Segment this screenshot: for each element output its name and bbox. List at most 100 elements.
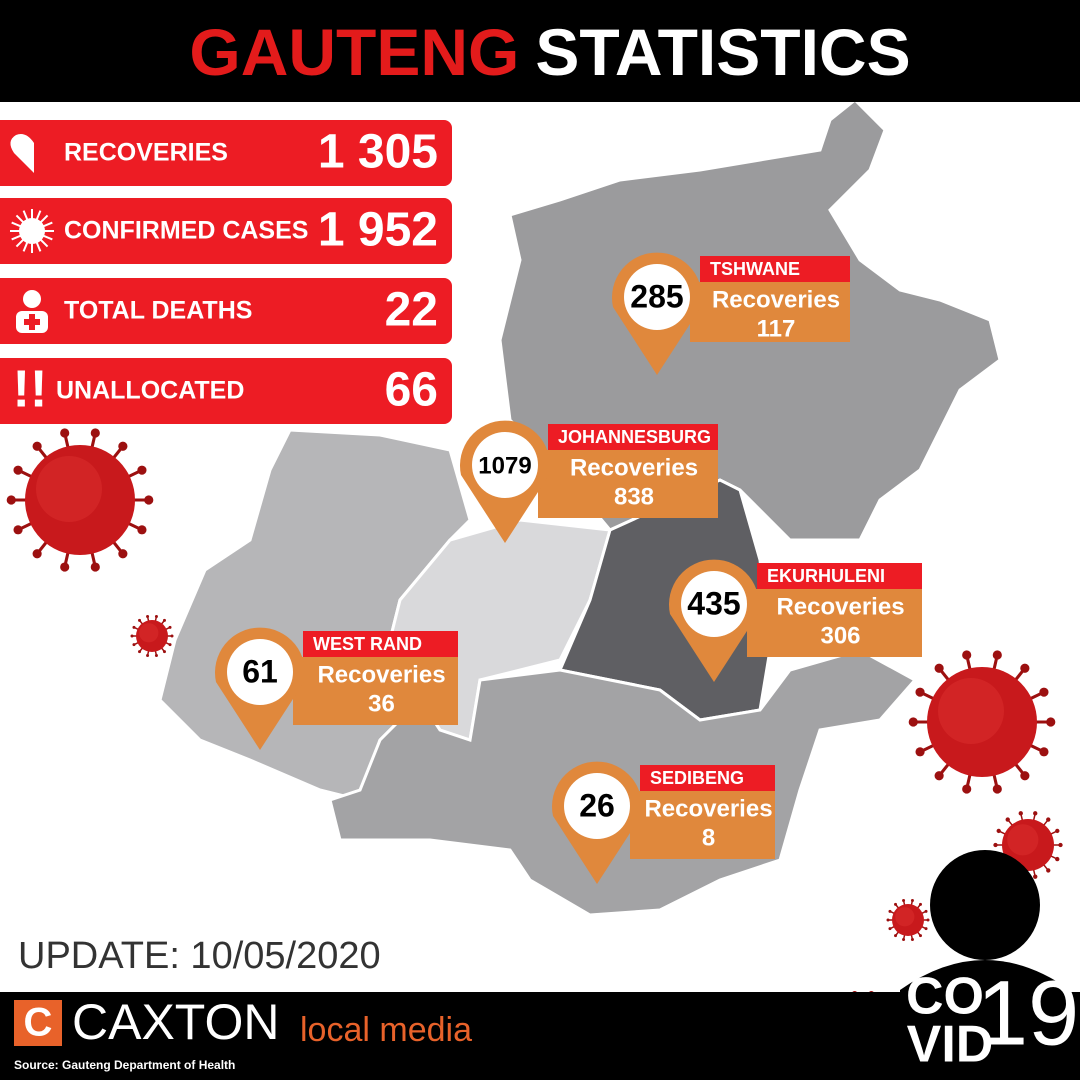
virus-spike-tip (168, 643, 172, 647)
virus-spike-tip (1005, 817, 1010, 822)
virus-spike-tip (962, 784, 972, 794)
header-bar (0, 0, 1080, 102)
virus-spike-tip (132, 625, 136, 629)
virus-spike-tip (894, 934, 898, 938)
virus-spike-tip (992, 650, 1002, 660)
stat-label: UNALLOCATED (56, 377, 244, 405)
virus-shade (36, 456, 102, 522)
virus-spike-tip (1046, 817, 1051, 822)
recoveries-value: 306 (820, 622, 860, 649)
update-date: UPDATE: 10/05/2020 (18, 935, 381, 977)
stat-label: CONFIRMED CASES (64, 217, 308, 245)
virus-shade (938, 678, 1004, 744)
stat-box (0, 120, 452, 186)
virus-spike-tip (934, 663, 944, 673)
virus-spike-tip (910, 937, 914, 941)
virus-spike-tip (144, 495, 154, 505)
title-red: GAUTENG (189, 15, 519, 89)
recoveries-label: Recoveries (644, 795, 772, 822)
covid-line2: VID (907, 1016, 994, 1074)
stat-box (0, 358, 452, 424)
virus-spike-tip (1020, 663, 1030, 673)
virus-spike-tip (118, 441, 128, 451)
virus-spike-tip (1033, 811, 1038, 816)
recoveries-box (293, 657, 458, 725)
logo-letter: C (24, 1001, 53, 1045)
stat-box (0, 278, 452, 344)
exclamation-icon: !! (13, 361, 48, 419)
recoveries-label: Recoveries (317, 661, 445, 688)
virus-spike-tip (138, 650, 142, 654)
logo-square (14, 1000, 62, 1046)
virus-icon-spike (11, 230, 33, 241)
region-label-bar (303, 631, 458, 657)
recoveries-box (538, 450, 718, 518)
virus-spike-tip (992, 784, 1002, 794)
virus-spike-tip (924, 909, 928, 913)
virus-icon-spike (15, 230, 33, 248)
virus-icon-spike (31, 221, 53, 232)
recoveries-value: 8 (702, 824, 715, 851)
virus-spike-tip (1055, 828, 1060, 834)
recoveries-box (747, 589, 922, 657)
stat-value: 1 952 (318, 204, 438, 257)
virus-spike-tip (1055, 856, 1060, 862)
virus-spike-tip (1033, 874, 1038, 879)
title: GAUTENG STATISTICS (189, 15, 910, 89)
virus-icon-spike (31, 230, 42, 252)
virus-spike-tip (6, 495, 16, 505)
recoveries-label: Recoveries (776, 593, 904, 620)
virus-spike-tip (924, 927, 928, 931)
virus-spike-tip (915, 747, 925, 757)
virus-icon-spike (31, 214, 49, 232)
virus-shade (895, 907, 915, 927)
virus-spike-tip (910, 899, 914, 903)
virus-spike-tip (1018, 811, 1023, 816)
virus-spike-tip (918, 934, 922, 938)
virus-spike-tip (13, 465, 23, 475)
virus-spike-tip (130, 634, 134, 638)
covid-number: 19 (977, 962, 1079, 1064)
virus-spike-tip (926, 918, 930, 922)
virus-spike-tip (32, 441, 42, 451)
virus-spike-tip (162, 650, 166, 654)
region-label-bar (548, 424, 718, 450)
badge-body (900, 960, 1080, 1080)
stats-panel: RECOVERIES 1 305 CONFIRMED CASES 1 952 TOTAL… (0, 120, 452, 424)
virus-spike-tip (1020, 771, 1030, 781)
virus-spike-tip (888, 927, 892, 931)
virus-spike-tip (1058, 842, 1063, 848)
virus-spike-tip (1039, 687, 1049, 697)
virus-spike-tip (1039, 747, 1049, 757)
brand-tagline: local media (300, 1011, 472, 1049)
virus-shade (1007, 824, 1039, 856)
brand-name: CAXTON (72, 994, 279, 1050)
region-cases: 61 (242, 653, 278, 689)
virus-spike-tip (146, 615, 150, 619)
virus-spike-tip (170, 634, 174, 638)
recoveries-value: 117 (757, 315, 796, 342)
pin-center (624, 264, 690, 330)
virus-spike-tip (918, 902, 922, 906)
virus-spike-tip (886, 918, 890, 922)
virus-spike-tip (894, 902, 898, 906)
virus-spike-tip (908, 717, 918, 727)
recoveries-label: Recoveries (712, 286, 840, 313)
virus-spike-tip (1046, 717, 1056, 727)
region-cases: 435 (687, 585, 740, 621)
recoveries-label: Recoveries (570, 454, 698, 481)
region-cases: 285 (630, 278, 683, 314)
heart-icon (10, 134, 34, 173)
covid-line1: CO (906, 968, 984, 1026)
virus-spike-tip (146, 653, 150, 657)
virus-spike-tip (137, 525, 147, 535)
virus-icon-spike (15, 214, 33, 232)
virus-spike-tip (888, 909, 892, 913)
recoveries-box (630, 791, 775, 859)
caxton-logo: C (14, 1000, 62, 1046)
virus-spike-tip (32, 549, 42, 559)
stat-label: RECOVERIES (64, 139, 228, 167)
pin-center (681, 571, 747, 637)
